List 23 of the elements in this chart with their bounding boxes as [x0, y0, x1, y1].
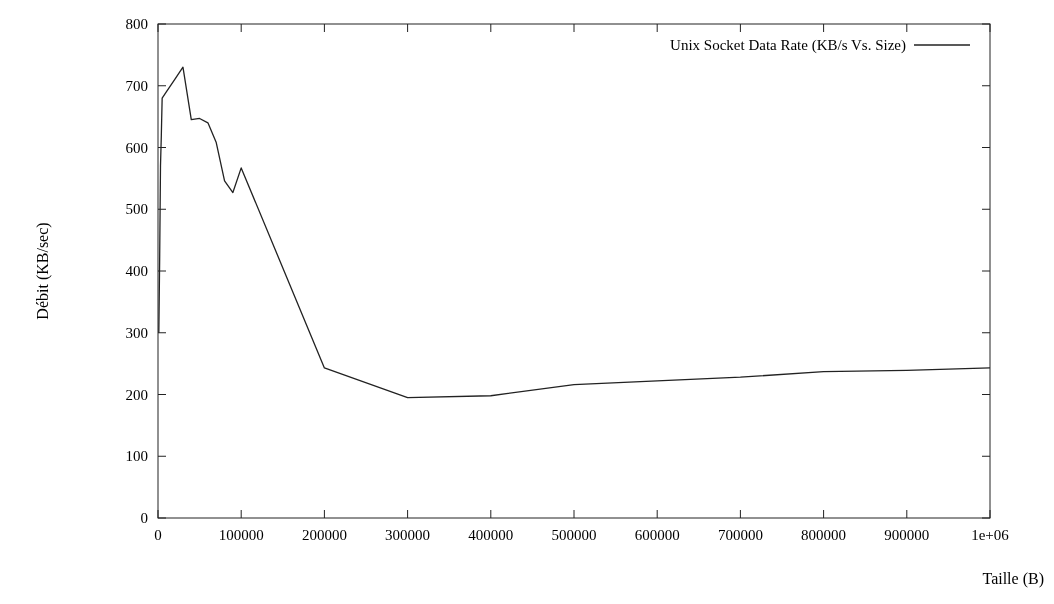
y-tick-label: 600 — [125, 139, 148, 156]
y-tick-label: 500 — [125, 201, 148, 218]
x-tick-label: 500000 — [551, 527, 597, 543]
y-tick-label: 700 — [125, 77, 148, 94]
y-tick-label: 0 — [140, 510, 148, 526]
x-tick-label: 600000 — [634, 527, 680, 543]
x-tick-label: 200000 — [301, 527, 347, 543]
y-tick-label: 100 — [125, 448, 148, 465]
x-tick-label: 100000 — [218, 527, 264, 543]
y-tick-label: 400 — [125, 263, 148, 279]
y-axis-title: Débit (KB/sec) — [34, 222, 52, 320]
y-tick-label: 800 — [125, 16, 148, 32]
x-axis-title: Taille (B) — [982, 570, 1044, 588]
x-tick-label: 400000 — [468, 527, 514, 543]
y-tick-label: 200 — [125, 386, 148, 403]
y-tick-label: 300 — [125, 324, 148, 341]
x-tick-label: 300000 — [385, 527, 431, 543]
legend-label: Unix Socket Data Rate (KB/s Vs. Size) — [670, 37, 906, 54]
x-tick-label: 1e+06 — [971, 527, 1010, 543]
x-tick-label: 800000 — [801, 527, 847, 543]
x-tick-label: 0 — [154, 527, 162, 543]
x-tick-label: 700000 — [717, 527, 763, 543]
x-tick-label: 900000 — [884, 527, 930, 543]
